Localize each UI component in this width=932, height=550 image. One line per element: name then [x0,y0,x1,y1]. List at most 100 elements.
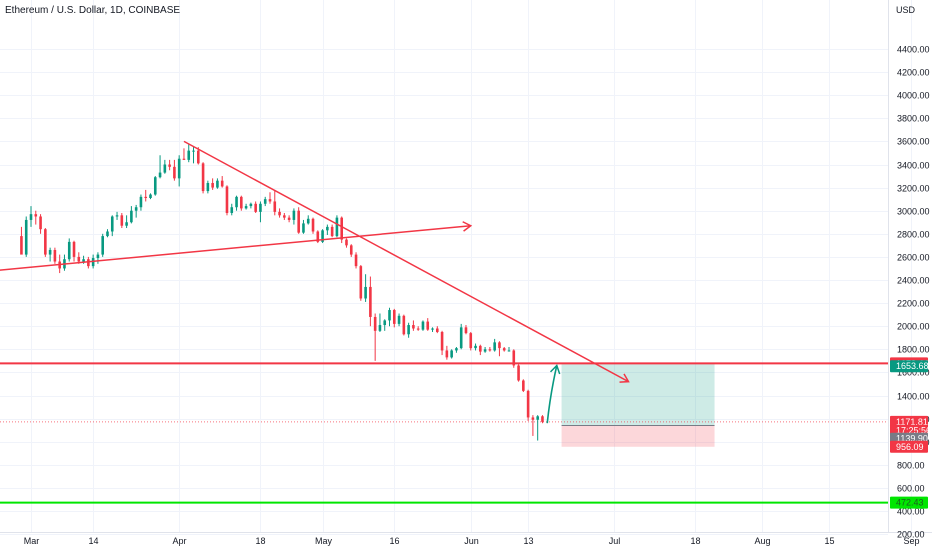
price-tick-label: 3800.00 [897,114,930,124]
candle-body [206,182,210,192]
candle-body [349,245,353,255]
price-tag-label: 1653.68 [896,361,929,371]
candle-body [82,259,85,262]
candle-body [531,417,535,420]
candle-body [67,241,71,260]
candle-body [139,196,143,208]
profit-target-zone[interactable] [561,363,715,426]
candle-body [302,223,305,233]
grid-lines [0,0,912,535]
trendline-1[interactable] [0,224,471,271]
candle-body [96,254,100,259]
time-tick-label: Sep [903,536,919,546]
candle-body [168,164,171,167]
candle-body [369,286,372,317]
price-tick-label: 3400.00 [897,161,930,171]
candle-body [192,150,195,152]
candle-body [459,327,463,349]
candle-body [44,229,47,255]
price-tag [890,440,928,453]
axes: USD [0,0,932,533]
candle-body [536,416,539,420]
candle-body [153,177,157,195]
candle-body [493,342,496,351]
candle-body [240,196,243,209]
candle-body [244,206,248,209]
candle-body [426,321,430,330]
candle-body [254,203,257,212]
candle-body [158,172,162,178]
candle-body [440,331,444,351]
candle-body [388,310,391,321]
price-tick-label: 3600.00 [897,137,930,147]
candle-body [412,325,415,329]
time-tick-label: May [315,536,333,546]
time-tick-label: 13 [523,536,533,546]
stop-loss-zone[interactable] [561,425,715,447]
time-tick-label: Aug [754,536,770,546]
position-zones[interactable] [561,363,715,447]
projection-arrow[interactable] [546,365,558,424]
candle-body [235,196,238,208]
candle-body [72,241,76,257]
candle-body [522,380,525,391]
candle-body [488,349,492,351]
trendline-arrowhead-2[interactable] [619,373,630,383]
candle-body [230,207,234,214]
candle-body [483,349,487,352]
candle-body [220,180,224,187]
candle-body [197,150,200,164]
candle-body [326,226,329,231]
candle-body [163,164,167,173]
price-tick-label: 200.00 [897,530,925,540]
price-tick-label: 2600.00 [897,253,930,263]
trendline-2[interactable] [183,140,629,383]
candle-body [402,315,406,335]
candle-body [316,231,320,242]
candle-body [115,215,119,217]
candle-body [383,320,387,326]
candle-body [53,249,57,262]
price-tag-label: 1139.90 [896,434,928,444]
candle-body [445,350,449,358]
price-axis-unit: USD [896,5,916,15]
candle-body [39,216,42,230]
candle-body [436,328,439,332]
candle-body [421,321,425,330]
trendline-drawings[interactable] [0,140,630,424]
time-tick-label: 18 [690,536,700,546]
candle-body [502,348,506,351]
candle-body [278,211,281,216]
candle-body [397,315,401,324]
horizontal-levels[interactable] [0,362,888,504]
candle-body [101,236,104,255]
price-tick-label: 600.00 [897,484,925,494]
candle-body [474,345,477,349]
candle-body [268,199,272,202]
price-tick-label: 3200.00 [897,184,930,194]
candle-body [292,210,296,220]
candle-body [216,180,219,188]
candle-body [517,365,520,381]
price-tag [890,360,928,373]
projection-arrowhead[interactable] [549,364,561,375]
candle-body [364,286,367,299]
price-tick-label: 4000.00 [897,91,930,101]
price-tick-label: 3000.00 [897,207,930,217]
time-tick-label: 14 [88,536,98,546]
candle-body [469,333,473,349]
trendline-arrowhead-1[interactable] [462,221,473,232]
time-axis-ticks[interactable]: Mar 14 Apr 18 May 16 Jun 13 Jul 18 Aug 15 Sep [24,536,920,546]
price-tag [890,496,928,509]
candle-body [211,182,214,188]
candle-body [330,226,334,237]
time-tick-label: 16 [389,536,399,546]
candle-body [20,236,23,255]
candle-body [283,215,286,218]
candle-body [392,310,396,324]
candle-body [130,210,133,223]
price-tags: 1678.441653.681171.8117:25:561139.90956.… [890,357,931,509]
candle-body [507,350,511,352]
